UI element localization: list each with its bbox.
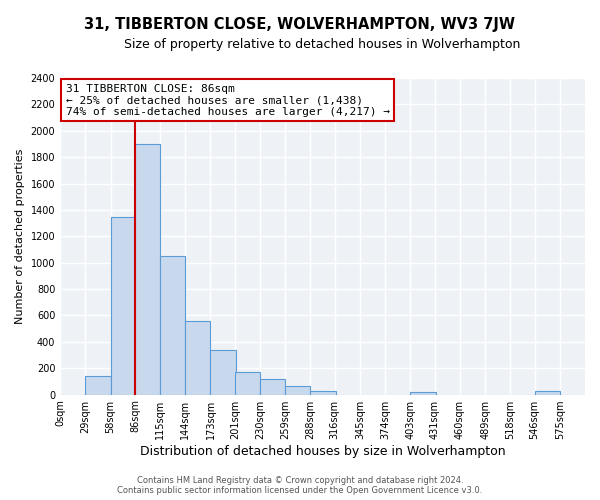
Bar [185, 320, 211, 394]
X-axis label: Distribution of detached houses by size in Wolverhampton: Distribution of detached houses by size … [140, 444, 505, 458]
Text: 31 TIBBERTON CLOSE: 86sqm
← 25% of detached houses are smaller (1,438)
74% of se: 31 TIBBERTON CLOSE: 86sqm ← 25% of detac… [66, 84, 390, 117]
Bar [211, 350, 236, 395]
Text: Contains HM Land Registry data © Crown copyright and database right 2024.
Contai: Contains HM Land Registry data © Crown c… [118, 476, 482, 495]
Bar [285, 386, 310, 394]
Bar [160, 256, 185, 394]
Text: 31, TIBBERTON CLOSE, WOLVERHAMPTON, WV3 7JW: 31, TIBBERTON CLOSE, WOLVERHAMPTON, WV3 … [85, 18, 515, 32]
Bar [110, 216, 136, 394]
Bar [85, 376, 110, 394]
Bar [235, 372, 260, 394]
Y-axis label: Number of detached properties: Number of detached properties [15, 148, 25, 324]
Bar [135, 144, 160, 395]
Bar [410, 392, 436, 394]
Title: Size of property relative to detached houses in Wolverhampton: Size of property relative to detached ho… [124, 38, 521, 51]
Bar [260, 380, 285, 394]
Bar [310, 390, 335, 394]
Bar [535, 392, 560, 394]
